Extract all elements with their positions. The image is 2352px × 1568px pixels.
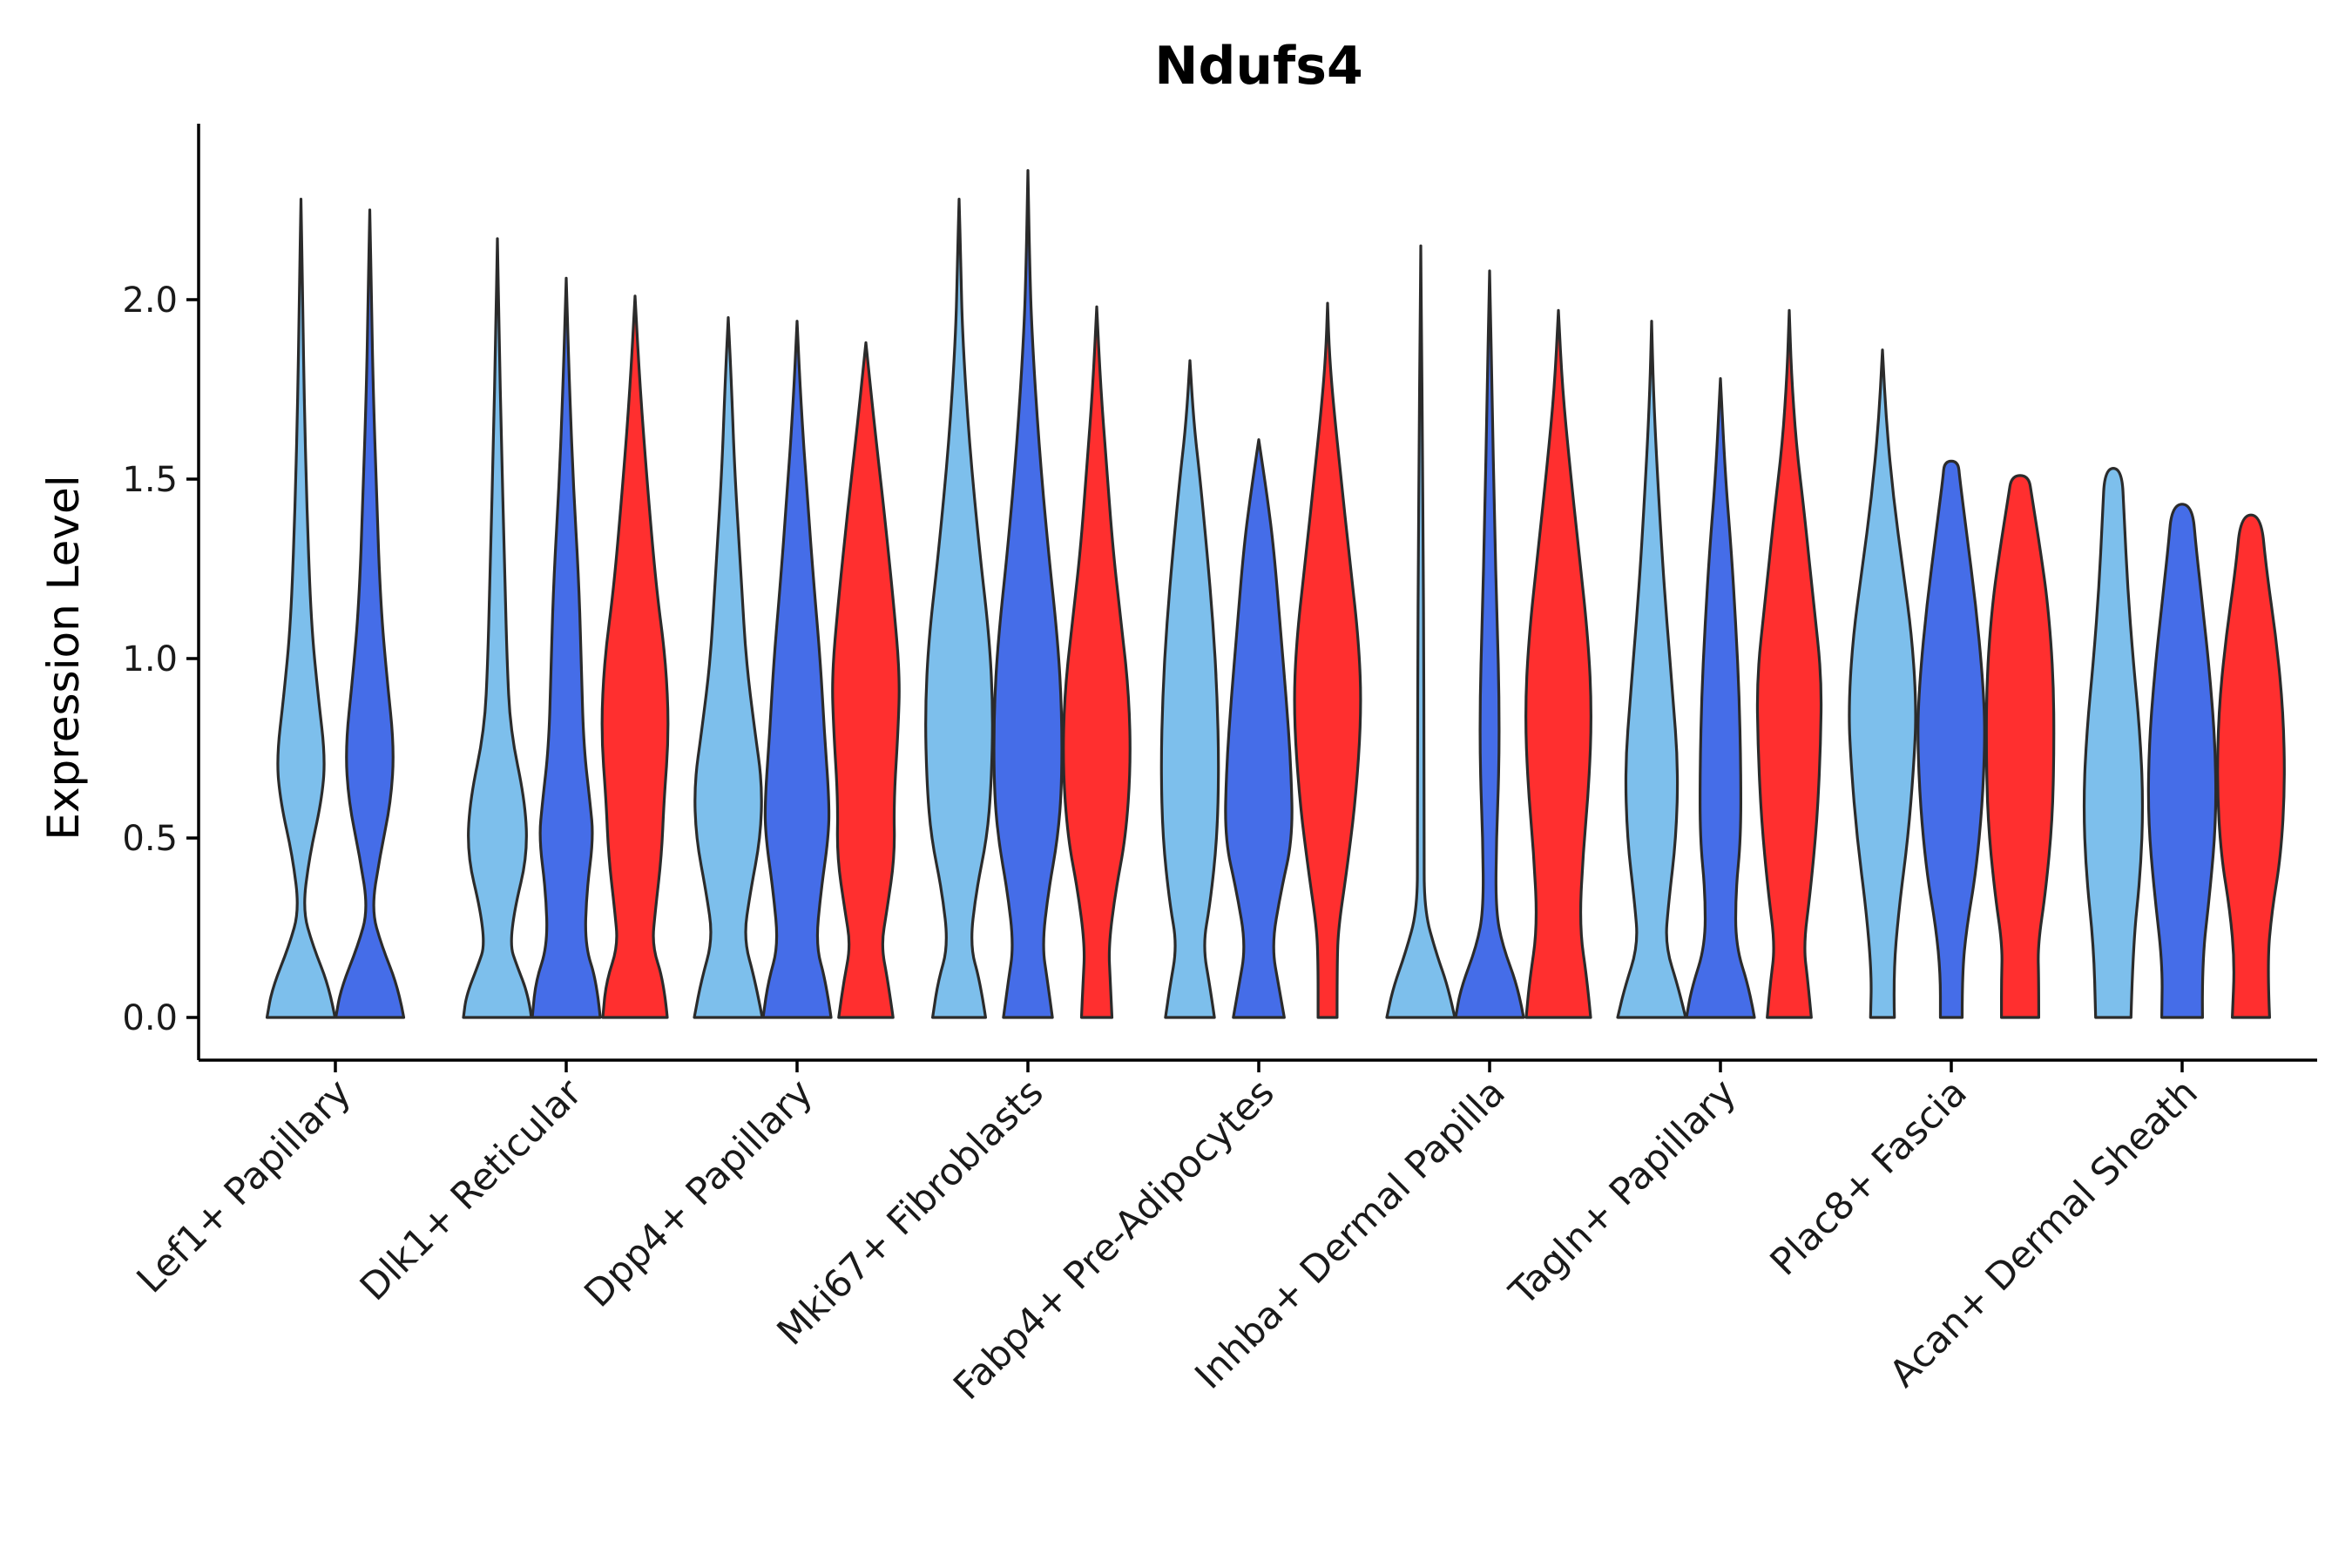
violin-group1: [693, 316, 764, 1019]
y-tick-label: 0.0: [122, 998, 178, 1038]
violin-group1: [2082, 467, 2145, 1019]
violin-group3: [1062, 305, 1132, 1019]
violin-group3: [831, 341, 901, 1019]
y-tick-label: 2.0: [122, 280, 178, 321]
violin-group2: [531, 276, 602, 1019]
violin-group3: [600, 294, 670, 1019]
violin-group1: [924, 198, 994, 1019]
violin-group3: [1755, 308, 1823, 1019]
violin-group1: [265, 198, 337, 1019]
violin-layer: [265, 169, 2286, 1019]
violin-group2: [1916, 459, 1986, 1019]
y-tick-label: 1.5: [122, 460, 178, 500]
violin-group3: [1524, 308, 1592, 1019]
violin-group3: [1984, 474, 2056, 1019]
violin-group2: [1454, 269, 1525, 1019]
x-category-label: Tagln+ Papillary: [1501, 1071, 1745, 1315]
violin-group1: [1159, 359, 1220, 1019]
violin-group2: [992, 169, 1064, 1019]
y-tick-label: 0.5: [122, 819, 178, 859]
x-category-label: Plac8+ Fascia: [1762, 1071, 1976, 1284]
x-category-label: Mki67+ Fibroblasts: [769, 1071, 1052, 1354]
violin-group1: [1848, 348, 1917, 1019]
y-ticks: 0.0 0.5 1.0 1.5 2.0: [122, 280, 199, 1038]
violin-group3: [1293, 301, 1362, 1019]
y-axis-label: Expression Level: [38, 475, 89, 840]
violin-group1: [1385, 244, 1456, 1019]
violin-group2: [334, 208, 406, 1019]
violin-group2: [2146, 503, 2218, 1019]
violin-group2: [1685, 377, 1756, 1019]
chart-title: Ndufs4: [1154, 36, 1362, 97]
violin-group3: [2216, 513, 2286, 1019]
violin-group2: [761, 320, 833, 1019]
x-category-label: Dpp4+ Papillary: [577, 1071, 821, 1315]
violin-group1: [462, 237, 533, 1019]
violin-group2: [1224, 438, 1294, 1019]
y-tick-label: 1.0: [122, 639, 178, 679]
x-category-label: Dlk1+ Reticular: [352, 1071, 591, 1309]
x-category-label: Lef1+ Papillary: [129, 1071, 360, 1301]
violin-group1: [1616, 320, 1687, 1019]
